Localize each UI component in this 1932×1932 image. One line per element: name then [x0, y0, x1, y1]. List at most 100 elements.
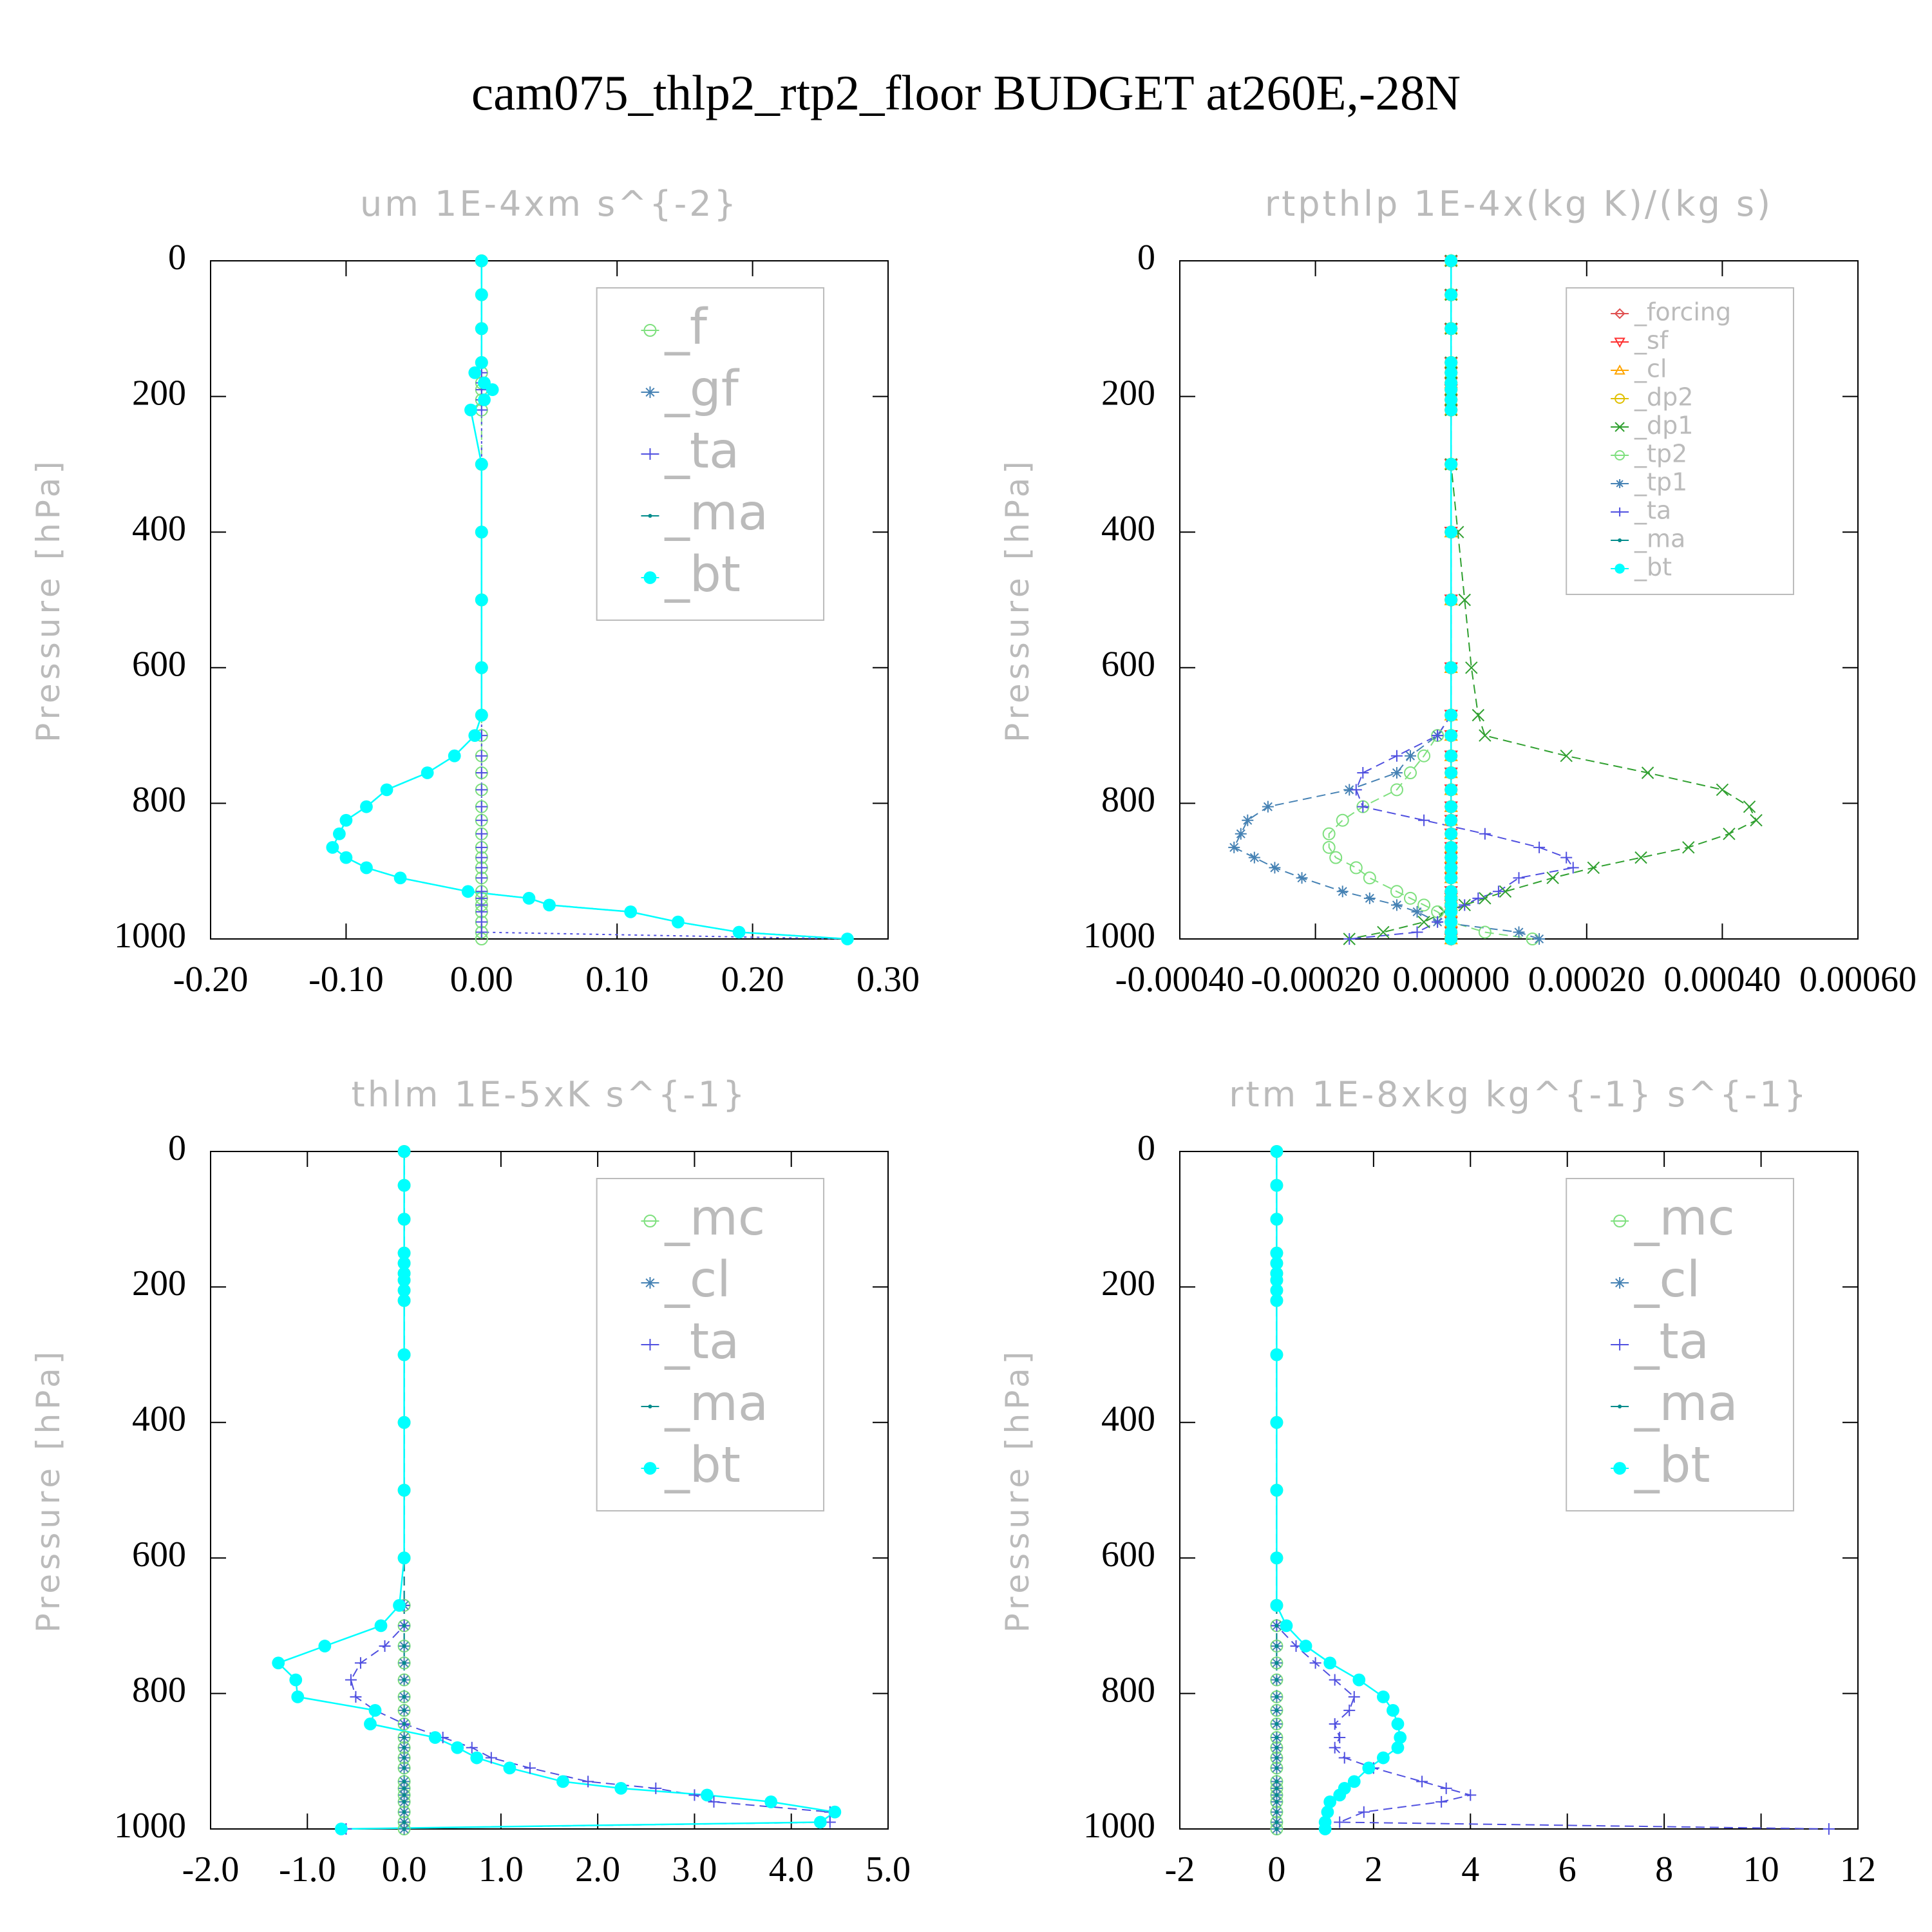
data-point	[1274, 1793, 1279, 1797]
data-point	[475, 800, 488, 813]
y-tick-label: 0	[1137, 1128, 1155, 1168]
data-point	[402, 1756, 406, 1760]
y-tick-label: 400	[132, 509, 186, 549]
series-line	[1276, 1151, 1829, 1830]
series-line	[1349, 261, 1757, 940]
data-point	[402, 1827, 406, 1831]
data-point	[1270, 1145, 1283, 1158]
data-point	[397, 1179, 411, 1192]
data-point	[1682, 841, 1695, 854]
x-tick-label: 8	[1655, 1850, 1673, 1889]
data-point	[1459, 899, 1471, 911]
data-point	[1440, 1782, 1452, 1794]
data-point	[624, 905, 638, 918]
data-point	[764, 1795, 778, 1808]
legend-label: _ma	[664, 484, 768, 542]
y-tick-label: 200	[1101, 1264, 1155, 1303]
legend-box	[596, 287, 825, 621]
data-point	[1333, 1788, 1347, 1802]
x-tick-label: 2	[1365, 1850, 1383, 1889]
data-point	[475, 862, 488, 874]
data-point	[1390, 783, 1403, 797]
data-point	[402, 1721, 406, 1726]
data-point	[828, 1805, 842, 1819]
data-point	[1458, 593, 1471, 607]
data-point	[1444, 458, 1458, 471]
data-point	[1309, 1657, 1321, 1669]
data-point	[402, 1708, 406, 1712]
data-point	[1478, 925, 1492, 939]
data-point	[339, 851, 353, 864]
x-tick-label: -0.20	[173, 960, 249, 999]
data-point	[397, 1213, 411, 1226]
data-point	[1387, 1704, 1399, 1717]
data-point	[475, 872, 488, 884]
plot-frame	[1179, 260, 1859, 940]
data-point	[1560, 851, 1573, 864]
data-point	[1270, 1551, 1283, 1565]
data-point	[364, 1718, 377, 1730]
data-point	[466, 1741, 478, 1754]
data-point	[397, 1145, 411, 1158]
x-tick-label: 0.00020	[1528, 960, 1645, 999]
y-tick-label: 1000	[1083, 1806, 1155, 1846]
data-point	[1336, 813, 1349, 827]
legend-marker	[1618, 1405, 1622, 1408]
data-point	[475, 322, 488, 336]
data-point	[478, 393, 491, 406]
legend-label: _bt	[1634, 1437, 1710, 1494]
data-point	[1270, 1416, 1283, 1429]
legend-marker	[1614, 1277, 1626, 1289]
data-point	[475, 916, 488, 928]
data-point	[1444, 393, 1458, 406]
data-point	[708, 1795, 720, 1808]
data-point	[475, 593, 488, 607]
data-point	[291, 1690, 305, 1703]
data-point	[350, 1690, 362, 1703]
data-point	[1323, 1795, 1337, 1808]
data-point	[1444, 403, 1458, 417]
x-tick-label: -0.00040	[1115, 960, 1245, 999]
legend-label: _ta	[1634, 497, 1671, 525]
data-point	[1432, 730, 1444, 742]
legend-marker	[1614, 1339, 1626, 1350]
data-point	[1362, 1761, 1376, 1775]
data-point	[475, 926, 488, 938]
series-line	[1276, 1151, 1401, 1829]
data-point	[1390, 899, 1403, 911]
y-tick-label: 1000	[114, 916, 186, 956]
legend-label: _cl	[664, 1251, 730, 1309]
data-point	[1587, 861, 1600, 875]
legend-marker	[1613, 1215, 1627, 1227]
data-point	[1274, 1786, 1279, 1790]
y-axis-label: Pressure [hPa]	[30, 457, 67, 743]
data-point	[1274, 1643, 1279, 1648]
data-point	[397, 1551, 411, 1565]
data-point	[1274, 1735, 1279, 1739]
data-point	[1274, 1827, 1279, 1831]
data-point	[1296, 872, 1308, 884]
data-point	[813, 1815, 827, 1829]
data-point	[1343, 784, 1356, 796]
y-axis-label: Pressure [hPa]	[30, 1348, 67, 1633]
data-point	[470, 1751, 484, 1765]
data-point	[1228, 841, 1240, 853]
data-point	[1444, 322, 1458, 336]
x-tick-label: -0.10	[308, 960, 384, 999]
data-point	[1390, 885, 1403, 898]
data-point	[397, 1416, 411, 1429]
data-point	[1274, 1694, 1279, 1699]
data-point	[318, 1640, 332, 1653]
y-tick-label: 0	[168, 238, 186, 278]
data-point	[1444, 356, 1458, 369]
data-point	[1357, 767, 1369, 779]
data-point	[1417, 749, 1431, 762]
legend-marker	[1615, 393, 1625, 404]
x-tick-label: 0.00000	[1392, 960, 1510, 999]
data-point	[475, 814, 488, 826]
data-point	[475, 404, 488, 416]
data-point	[1347, 1775, 1361, 1788]
legend-marker	[1615, 479, 1625, 488]
data-point	[1723, 828, 1736, 840]
data-point	[1274, 1820, 1279, 1824]
